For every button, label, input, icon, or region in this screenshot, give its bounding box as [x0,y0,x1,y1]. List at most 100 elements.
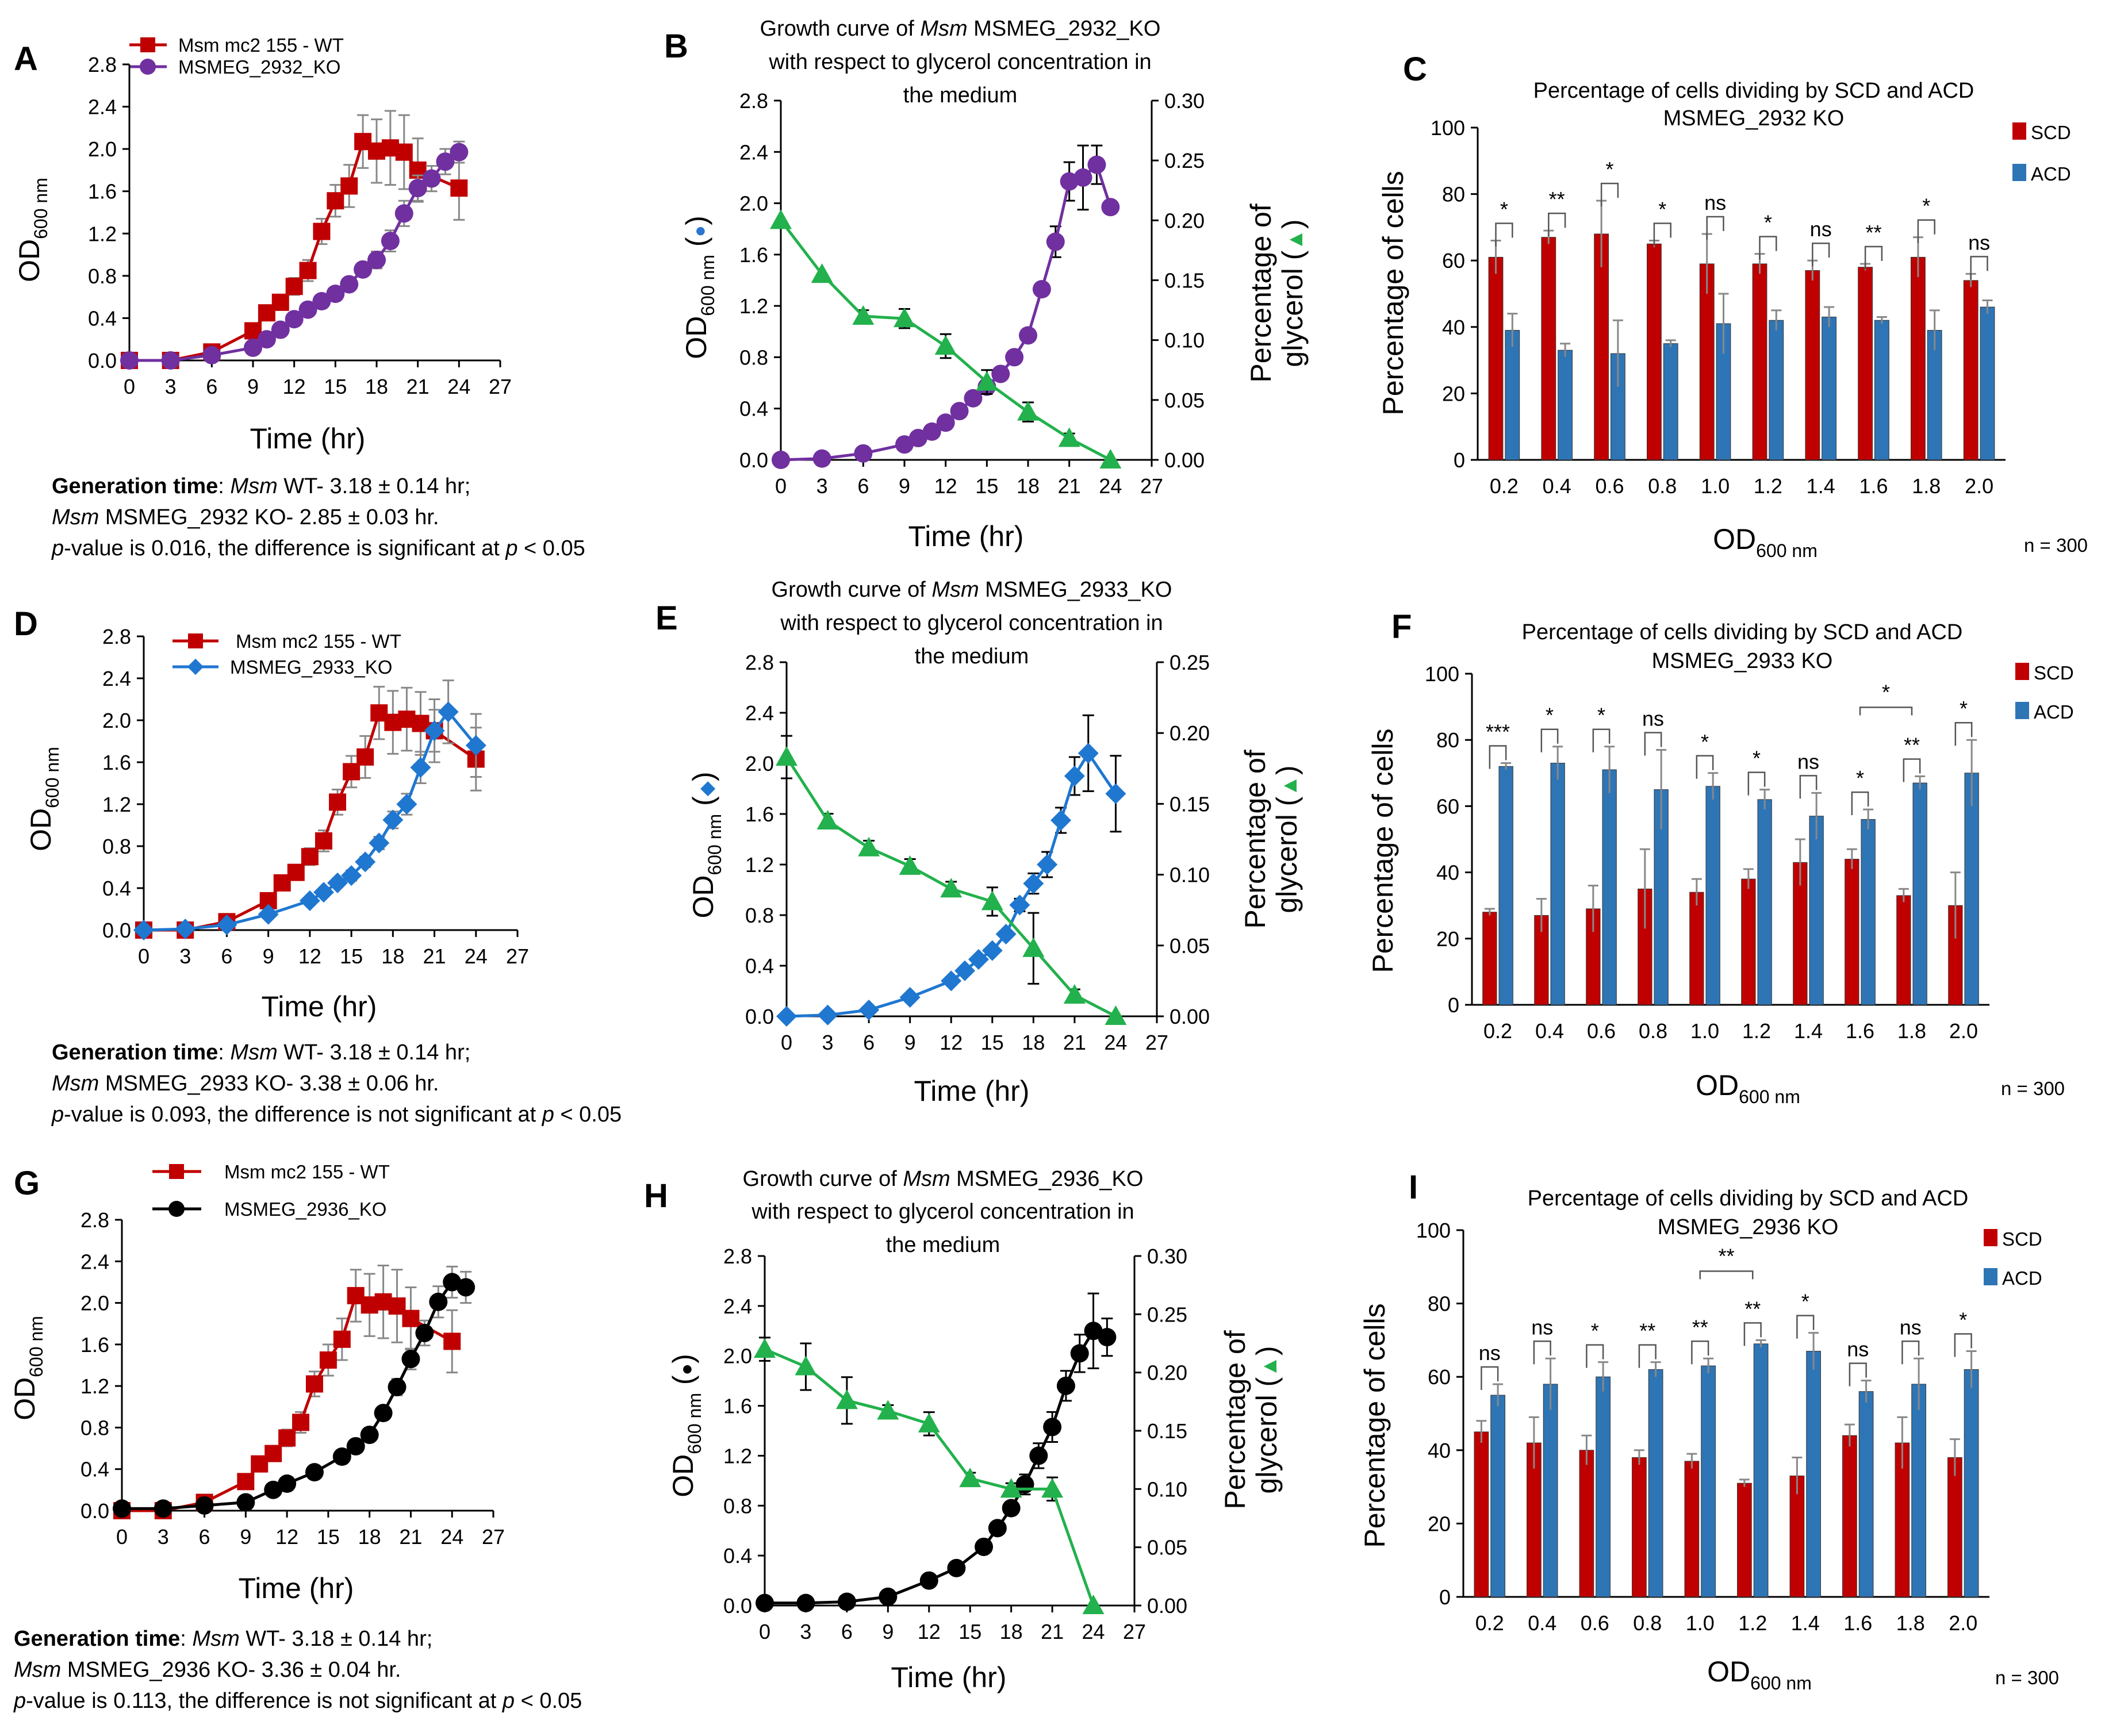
significance-label: ns [1968,231,1990,254]
data-point [922,422,941,441]
y-tick-label: 0.4 [723,1544,752,1568]
data-point [1002,1499,1021,1518]
scd-bar [1632,1457,1647,1597]
legend-wt-marker [169,1164,184,1179]
x-tick-label: 27 [1123,1620,1146,1643]
y2-tick-label: 0.00 [1170,1005,1210,1028]
x-tick-label: 1.0 [1690,1019,1719,1043]
series-msm-mc2-155-wt [121,110,468,369]
y-tick-label: 0.0 [723,1594,752,1618]
y-tick-label: 2.4 [745,701,774,725]
y2-tick-label: 0.20 [1147,1361,1187,1385]
scd-bar [1689,892,1704,1005]
y-axis-label: OD600 nm [25,747,63,851]
panel-i-bar-chart: I Percentage of cells dividing by SCD an… [1359,1169,2059,1693]
y-tick-label: 60 [1442,249,1465,272]
x-tick-label: 24 [440,1525,463,1549]
acd-bar [1757,799,1772,1005]
x-tick-label: 27 [1145,1031,1168,1054]
acd-bar [1874,320,1889,460]
generation-time-note-g: Generation time: Msm WT- 3.18 ± 0.14 hr;… [14,1624,582,1717]
x-tick-label: 1.0 [1701,474,1730,498]
chart-title-line2: with respect to glycerol concentration i… [751,1200,1134,1224]
data-point [1105,783,1126,804]
data-point [346,1437,365,1455]
x-tick-label: 12 [275,1525,298,1549]
series-line [765,1329,1108,1605]
legend-ko-marker [187,658,204,675]
x-tick-label: 18 [1022,1031,1045,1054]
y-tick-label: 2.8 [739,89,768,113]
y-tick-label: 0.8 [102,835,131,858]
data-point [422,169,441,188]
chart-title-line2: MSMEG_2933 KO [1652,649,1833,673]
data-point [327,872,348,893]
comparison-bracket [1699,1270,1754,1280]
data-point [858,1000,880,1020]
panel-label-f: F [1391,608,1412,646]
sample-size-label: n = 300 [2001,1078,2065,1099]
x-tick-label: 0.6 [1587,1019,1616,1043]
significance-label: * [1591,1319,1599,1343]
x-tick-label: 0.4 [1535,1019,1564,1043]
y-tick-label: 1.6 [745,802,774,826]
significance-label: *** [1486,720,1510,744]
data-point [236,1493,255,1512]
data-point [975,1537,994,1556]
data-point [908,429,927,448]
scd-bar [1579,1450,1594,1597]
chart-title-line2: with respect to glycerol concentration i… [768,50,1151,74]
chart-title-line1: Percentage of cells dividing by SCD and … [1533,79,1974,103]
x-tick-label: 2.0 [1949,1611,1977,1635]
y2-axis-label-line1: Percentage of [1219,1330,1251,1509]
data-point [396,794,417,815]
significance-bracket [1489,745,1507,769]
data-point [1064,766,1085,786]
generation-time-note-a: Generation time: Msm WT- 3.18 ± 0.14 hr;… [52,471,585,564]
note-line-2: Msm MSMEG_2933 KO- 3.38 ± 0.06 hr. [52,1071,439,1096]
significance-label: ns [1847,1338,1869,1361]
chart-title-line1: Growth curve of Msm MSMEG_2933_KO [772,578,1172,602]
series-line [764,1347,1095,1606]
scd-bar [1647,243,1662,460]
note-line-1: Generation time: Msm WT- 3.18 ± 0.14 hr; [52,1040,471,1065]
series-line [786,750,1117,1018]
significance-label: * [1922,194,1930,218]
data-point [1043,1418,1062,1437]
scd-bar [1963,280,1979,460]
legend-wt-label: Msm mc2 155 - WT [236,631,401,652]
data-point [1000,1478,1022,1498]
x-tick-label: 1.2 [1754,474,1782,498]
x-axis-label: Time (hr) [250,423,366,455]
data-point [964,389,983,408]
data-point [879,1587,898,1606]
x-tick-label: 9 [899,474,910,498]
data-point [1073,168,1092,187]
data-point [329,793,347,811]
glycerol-marker-glyph: ▲ [1283,229,1308,251]
acd-bar [1602,769,1617,1005]
data-point [382,809,404,831]
significance-bracket [1917,219,1935,243]
y2-tick-label: 0.15 [1147,1419,1187,1443]
x-axis-label: OD600 nm [1707,1656,1812,1693]
acd-bar [1596,1376,1611,1597]
acd-bar [1822,316,1836,460]
y-tick-label: 1.2 [745,853,774,877]
panel-a-growth-chart: A OD600 nm Time (hr) Msm mc2 155 - WT MS… [13,34,512,455]
y2-axis-label-line1: Percentage of [1239,750,1271,928]
significance-bracket [1644,732,1662,756]
x-tick-label: 6 [221,944,232,968]
significance-bracket [1653,222,1671,247]
x-tick-label: 1.6 [1846,1019,1874,1043]
acd-bar [1980,306,1995,460]
data-point [934,335,957,355]
legend: SCD ACD [1984,1228,2042,1289]
acd-bar [1550,763,1565,1005]
y-tick-label: 0 [1454,448,1465,472]
data-point [894,308,915,328]
y-tick-label: 60 [1436,794,1459,818]
y2-tick-label: 0.25 [1164,149,1205,172]
data-point [1023,873,1044,894]
acd-bar [1858,1391,1874,1597]
